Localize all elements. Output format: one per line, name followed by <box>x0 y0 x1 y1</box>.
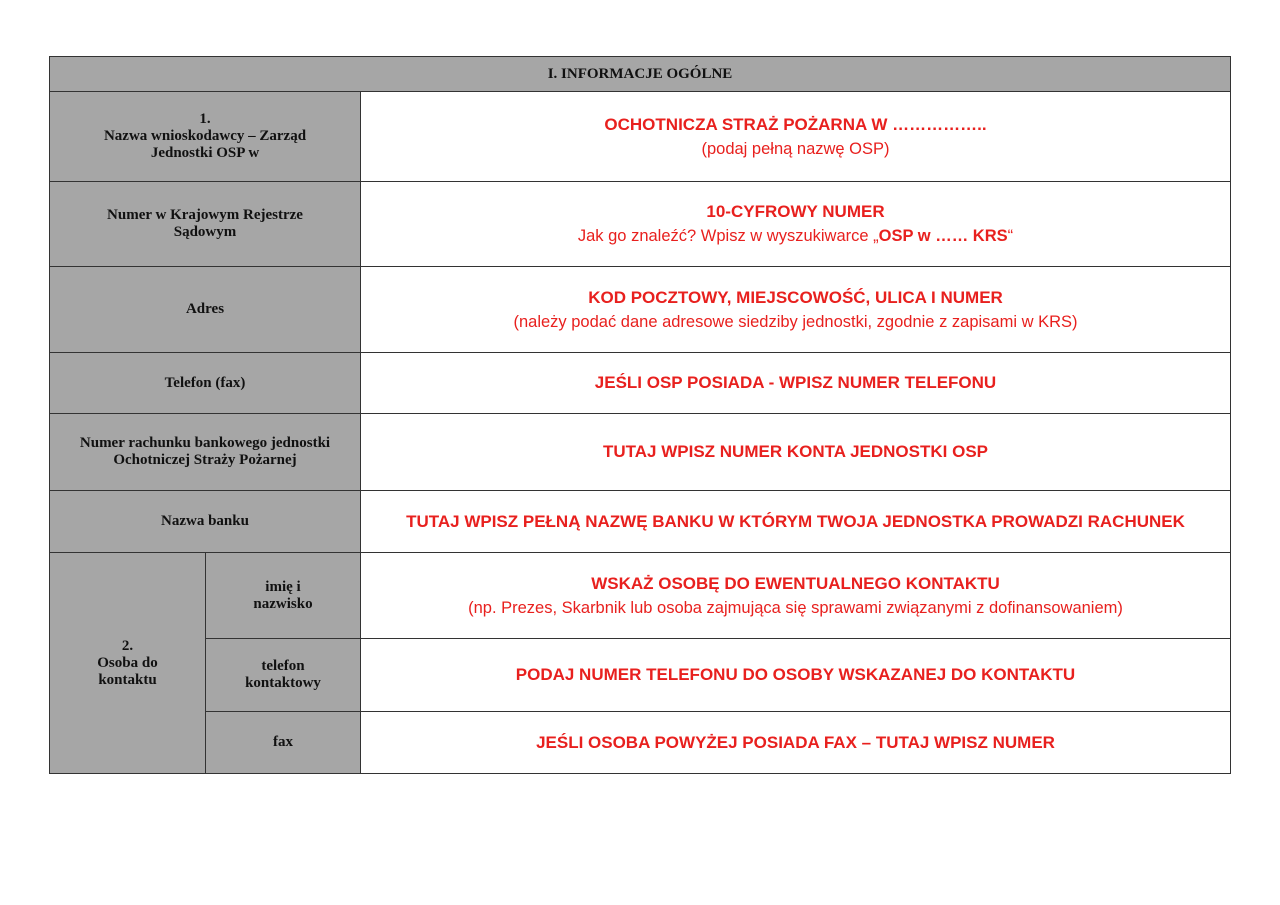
hint-text: “ <box>1007 227 1014 245</box>
general-info-form: I. INFORMACJE OGÓLNE 1. Nazwa wnioskodaw… <box>49 56 1231 774</box>
label-contact-fax: fax <box>205 711 361 774</box>
field-contact-name[interactable]: WSKAŻ OSOBĘ DO EWENTUALNEGO KONTAKTU (np… <box>360 552 1231 639</box>
field-instruction: JEŚLI OSP POSIADA - WPISZ NUMER TELEFONU <box>594 373 997 392</box>
section-title: I. INFORMACJE OGÓLNE <box>49 56 1231 92</box>
label-number: 2. <box>121 637 134 654</box>
label-phone: Telefon (fax) <box>49 352 361 414</box>
field-bank-account[interactable]: TUTAJ WPISZ NUMER KONTA JEDNOSTKI OSP <box>360 413 1231 491</box>
label-krs: Numer w Krajowym Rejestrze Sądowym <box>49 181 361 267</box>
field-address[interactable]: KOD POCZTOWY, MIEJSCOWOŚĆ, ULICA I NUMER… <box>360 266 1231 353</box>
label-contact-phone: telefon kontaktowy <box>205 638 361 712</box>
field-hint: (należy podać dane adresowe siedziby jed… <box>513 312 1078 331</box>
field-hint: Jak go znaleźć? Wpisz w wyszukiwarce „OS… <box>361 224 1230 248</box>
field-instruction: PODAJ NUMER TELEFONU DO OSOBY WSKAZANEJ … <box>515 665 1076 684</box>
label-bank-name: Nazwa banku <box>49 490 361 553</box>
field-contact-phone[interactable]: PODAJ NUMER TELEFONU DO OSOBY WSKAZANEJ … <box>360 638 1231 712</box>
field-hint: (podaj pełną nazwę OSP) <box>701 139 890 158</box>
field-instruction: KOD POCZTOWY, MIEJSCOWOŚĆ, ULICA I NUMER <box>588 287 1003 307</box>
field-instruction: TUTAJ WPISZ NUMER KONTA JEDNOSTKI OSP <box>602 442 989 461</box>
field-phone[interactable]: JEŚLI OSP POSIADA - WPISZ NUMER TELEFONU <box>360 352 1231 414</box>
field-applicant-name[interactable]: OCHOTNICZA STRAŻ POŻARNA W …………….. (poda… <box>360 91 1231 182</box>
field-krs[interactable]: 10-CYFROWY NUMER Jak go znaleźć? Wpisz w… <box>360 181 1231 267</box>
label-number: 1. <box>199 111 211 127</box>
field-instruction: 10-CYFROWY NUMER <box>706 202 885 221</box>
field-hint: (np. Prezes, Skarbnik lub osoba zajmując… <box>468 598 1123 617</box>
field-instruction: OCHOTNICZA STRAŻ POŻARNA W …………….. <box>604 114 987 134</box>
field-bank-name[interactable]: TUTAJ WPISZ PEŁNĄ NAZWĘ BANKU W KTÓRYM T… <box>360 490 1231 553</box>
label-contact-person: 2. Osoba do kontaktu <box>49 552 206 774</box>
field-instruction: JEŚLI OSOBA POWYŻEJ POSIADA FAX – TUTAJ … <box>536 732 1055 752</box>
hint-search-query: OSP w …… KRS <box>878 227 1008 245</box>
label-bank-account: Numer rachunku bankowego jednostki Ochot… <box>49 413 361 491</box>
label-applicant-name: 1. Nazwa wnioskodawcy – Zarząd Jednostki… <box>49 91 361 182</box>
label-text: Nazwa wnioskodawcy – Zarząd Jednostki OS… <box>103 128 307 161</box>
field-contact-fax[interactable]: JEŚLI OSOBA POWYŻEJ POSIADA FAX – TUTAJ … <box>360 711 1231 774</box>
field-instruction: TUTAJ WPISZ PEŁNĄ NAZWĘ BANKU W KTÓRYM T… <box>406 511 1185 531</box>
label-address: Adres <box>49 266 361 353</box>
field-instruction: WSKAŻ OSOBĘ DO EWENTUALNEGO KONTAKTU <box>591 573 1000 593</box>
hint-text: Jak go znaleźć? Wpisz w wyszukiwarce „ <box>577 227 879 245</box>
label-text: Osoba do kontaktu <box>97 654 158 688</box>
label-contact-name: imię i nazwisko <box>205 552 361 639</box>
